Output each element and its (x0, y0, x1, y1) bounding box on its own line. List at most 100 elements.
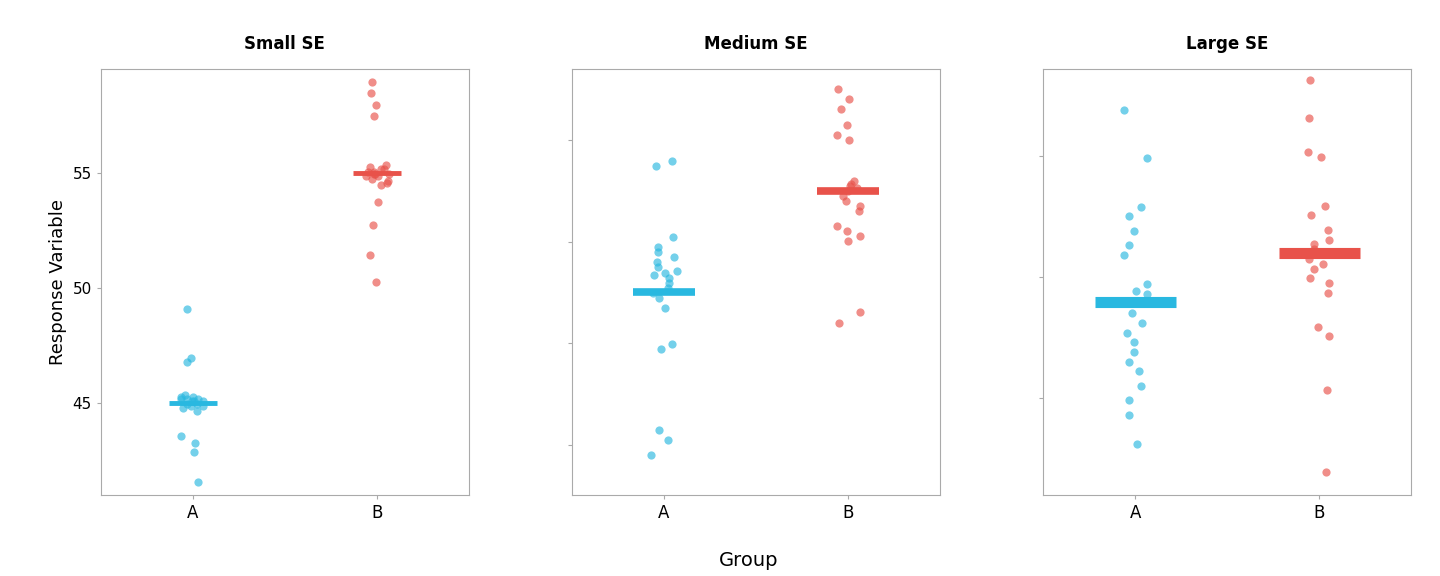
Point (364, 100, 387, 109)
Point (1117, 357, 1140, 366)
Point (186, 406, 209, 415)
Point (1122, 338, 1145, 347)
Point (168, 431, 192, 441)
Point (1130, 319, 1153, 328)
Point (648, 293, 671, 302)
Point (837, 186, 860, 195)
Point (1318, 279, 1341, 288)
Point (654, 304, 677, 313)
Point (647, 263, 670, 272)
Point (373, 165, 396, 174)
Point (848, 232, 871, 241)
Point (665, 266, 688, 275)
Point (377, 169, 400, 179)
Point (360, 89, 383, 98)
Point (657, 278, 680, 287)
Point (649, 344, 672, 353)
Point (1299, 75, 1322, 84)
Point (838, 181, 861, 190)
Point (639, 450, 662, 460)
Point (840, 179, 863, 188)
Point (1120, 309, 1143, 318)
Point (1117, 241, 1140, 250)
Point (186, 399, 209, 408)
Point (642, 270, 665, 279)
Point (657, 435, 680, 445)
Point (1129, 381, 1152, 391)
Point (176, 358, 199, 367)
Point (1303, 240, 1326, 249)
Point (1126, 439, 1149, 449)
Point (176, 399, 199, 408)
Point (825, 222, 848, 231)
Point (1302, 264, 1325, 273)
Point (184, 438, 207, 448)
Point (848, 201, 871, 210)
Point (657, 283, 680, 293)
Point (364, 169, 387, 179)
Point (1117, 396, 1140, 405)
Point (1122, 347, 1145, 357)
Point (1128, 367, 1151, 376)
Point (360, 174, 383, 183)
Point (1299, 249, 1322, 259)
Point (1136, 279, 1159, 289)
Point (1315, 467, 1338, 476)
Point (192, 401, 215, 411)
Point (360, 77, 383, 86)
Point (364, 278, 387, 287)
Point (1316, 249, 1339, 259)
Point (174, 390, 197, 399)
Point (187, 395, 210, 404)
Point (186, 478, 209, 487)
Point (661, 156, 684, 165)
Point (367, 197, 390, 206)
Point (652, 268, 675, 277)
Point (363, 169, 386, 179)
Point (180, 401, 203, 411)
Point (1117, 410, 1140, 419)
Point (1297, 254, 1320, 263)
Point (661, 339, 684, 348)
Point (377, 176, 400, 185)
Point (1129, 202, 1152, 211)
Point (1296, 147, 1319, 157)
Point (1303, 245, 1326, 254)
Point (370, 165, 393, 174)
Point (1318, 332, 1341, 341)
Point (1297, 114, 1320, 123)
Point (363, 112, 386, 121)
Point (842, 176, 865, 185)
Point (171, 404, 194, 413)
Point (837, 135, 860, 145)
Point (834, 196, 857, 206)
Point (363, 167, 386, 176)
Point (1316, 385, 1339, 395)
Point (647, 425, 670, 434)
Point (827, 85, 850, 94)
Point (645, 161, 668, 170)
Point (848, 308, 871, 317)
Point (645, 258, 668, 267)
Point (642, 288, 665, 297)
Point (845, 183, 868, 192)
Point (1112, 105, 1135, 115)
Point (374, 160, 397, 169)
Point (658, 273, 681, 282)
Point (170, 395, 193, 404)
Point (376, 179, 399, 188)
Point (1309, 153, 1332, 162)
Point (183, 397, 206, 406)
Point (168, 392, 192, 401)
Point (1132, 299, 1155, 308)
Point (359, 250, 382, 259)
Point (1136, 154, 1159, 163)
Point (369, 181, 392, 190)
Point (661, 233, 684, 242)
Point (829, 105, 852, 114)
Point (662, 253, 685, 262)
Y-axis label: Response Variable: Response Variable (49, 199, 68, 365)
Point (1123, 226, 1146, 236)
Point (832, 191, 855, 200)
Point (367, 172, 390, 181)
